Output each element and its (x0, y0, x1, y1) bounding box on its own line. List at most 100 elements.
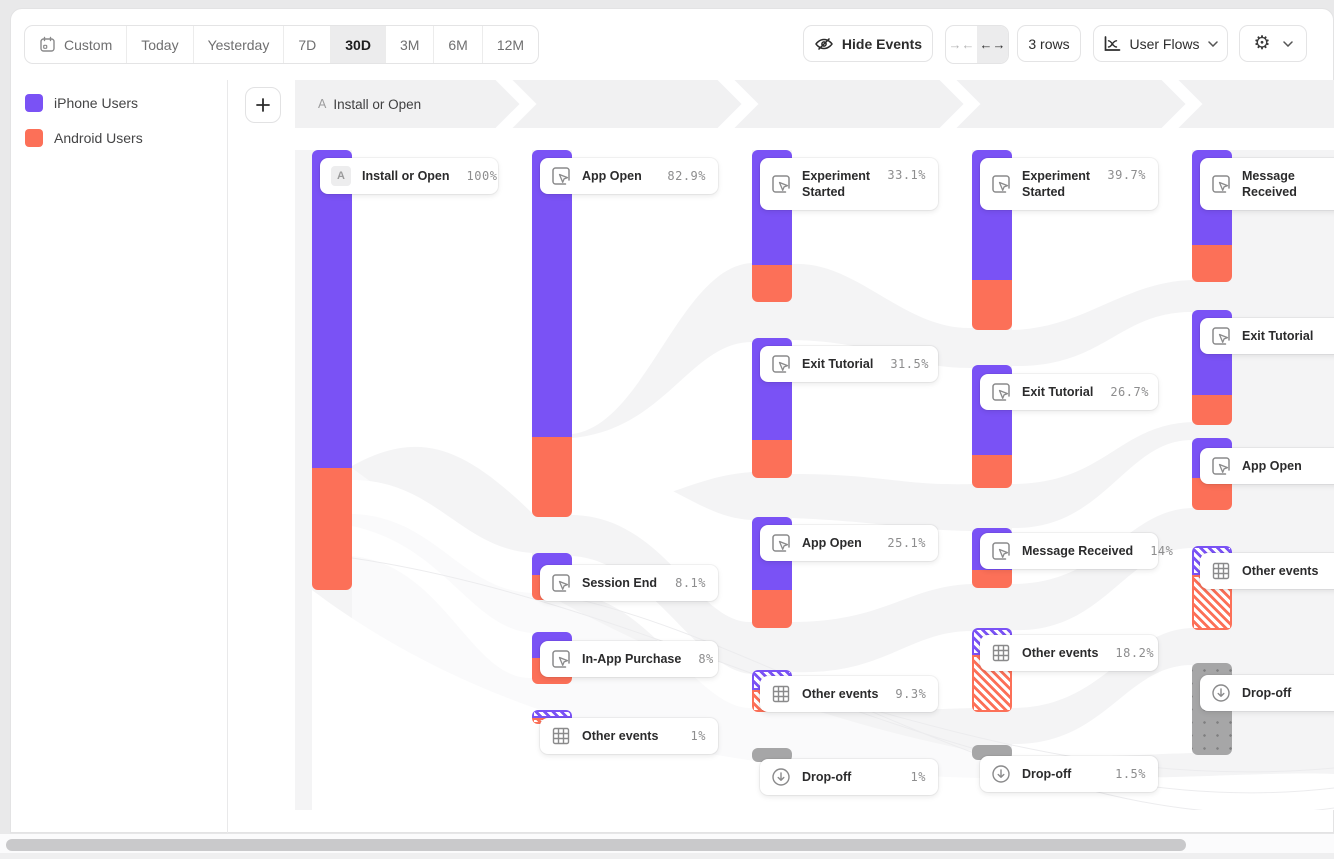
flow-node-percentage: 82.9% (667, 169, 706, 183)
flow-node-drop-off[interactable]: Drop-off 1% (760, 759, 938, 795)
flow-node-label: App Open (582, 168, 642, 183)
flow-node-label: Exit Tutorial (1022, 384, 1094, 399)
gear-icon: ⚙ (1253, 33, 1271, 54)
hide-events-label: Hide Events (841, 35, 923, 52)
flow-node-other-events[interactable]: Other events 18.2% (980, 635, 1158, 671)
flow-node-in-app-purchase[interactable]: In-App Purchase 8% (540, 641, 718, 677)
flow-node-percentage: 8.1% (675, 576, 706, 590)
flow-node-app-open[interactable]: App Open (1200, 448, 1334, 484)
flow-node-percentage: 18.2% (1115, 646, 1155, 660)
flow-node-percentage: 25.1% (887, 536, 926, 550)
flow-node-label: Other events (1242, 563, 1319, 578)
step-header-label[interactable]: A Install or Open (318, 80, 421, 128)
rows-button[interactable]: 3 rows (1017, 25, 1081, 62)
click-event-icon (1209, 454, 1233, 478)
rows-label: 3 rows (1028, 35, 1070, 52)
click-event-icon (989, 172, 1013, 196)
step-name: Install or Open (333, 96, 422, 112)
legend-item-android-users[interactable]: Android Users (25, 129, 143, 147)
date-range-label: Today (141, 36, 179, 53)
flow-node-drop-off[interactable]: Drop-off 1.5% (980, 756, 1158, 792)
legend-item-iphone-users[interactable]: iPhone Users (25, 94, 138, 112)
date-range-7d[interactable]: 7D (284, 26, 332, 63)
flow-node-drop-off[interactable]: Drop-off (1200, 675, 1334, 711)
bar-segment-android-users (532, 437, 572, 517)
bar-segment-android-users (1192, 395, 1232, 425)
date-range-label: 30D (345, 36, 371, 53)
other-events-icon (549, 724, 573, 748)
click-event-icon (1209, 324, 1233, 348)
flow-node-label: In-App Purchase (582, 651, 682, 666)
date-range-label: 12M (496, 36, 525, 53)
flow-node-label: App Open (802, 535, 862, 550)
collapse-columns-button[interactable]: →← (948, 37, 975, 52)
click-event-icon (1209, 172, 1233, 196)
scrollbar-thumb[interactable] (6, 839, 1186, 851)
flow-node-percentage: 100% (466, 169, 498, 183)
click-event-icon (549, 571, 573, 595)
flow-node-label: Install or Open (362, 168, 450, 183)
date-range-custom[interactable]: Custom (25, 26, 128, 63)
flow-node-message-received[interactable]: Message Received 14% (980, 533, 1173, 569)
flow-node-label: Experiment Started (802, 168, 871, 199)
flow-node-app-open[interactable]: App Open 82.9% (540, 158, 718, 194)
flow-node-exit-tutorial[interactable]: Exit Tutorial (1200, 318, 1334, 354)
flow-node-label: Exit Tutorial (802, 356, 874, 371)
bar-segment-android-users (752, 590, 792, 628)
click-event-icon (769, 352, 793, 376)
collapse-expand-toggle: →← ←→ (945, 25, 1009, 64)
horizontal-scrollbar (0, 834, 1334, 853)
add-step-button[interactable] (245, 87, 281, 123)
click-event-icon (549, 647, 573, 671)
flow-node-label: Drop-off (1242, 685, 1292, 700)
click-event-icon (769, 172, 793, 196)
date-range-selector: Custom Today Yesterday 7D 30D 3M 6M 12M (24, 25, 540, 64)
legend-label: Android Users (54, 130, 143, 146)
settings-dropdown[interactable]: ⚙ (1239, 25, 1307, 62)
expand-columns-button[interactable]: ←→ (977, 26, 1008, 63)
flow-node-exit-tutorial[interactable]: Exit Tutorial 31.5% (760, 346, 938, 382)
flow-node-experiment-started[interactable]: Experiment Started 33.1% (760, 158, 938, 210)
legend-swatch (25, 94, 43, 112)
flow-node-experiment-started[interactable]: Experiment Started 39.7% (980, 158, 1158, 210)
flow-node-install-or-open[interactable]: A Install or Open 100% (320, 158, 498, 194)
bar-segment-android-users (1192, 245, 1232, 282)
chevron-down-icon (1207, 40, 1218, 47)
bar-segment-android-users (752, 265, 792, 302)
flow-node-exit-tutorial[interactable]: Exit Tutorial 26.7% (980, 374, 1158, 410)
drop-off-icon (989, 762, 1013, 786)
drop-off-icon (1209, 681, 1233, 705)
flow-node-other-events[interactable]: Other events 1% (540, 718, 718, 754)
flow-node-other-events[interactable]: Other events (1200, 553, 1334, 589)
hide-events-button[interactable]: Hide Events (803, 25, 933, 62)
date-range-label: 6M (448, 36, 468, 53)
bar-segment-android-users (312, 468, 352, 590)
date-range-yesterday[interactable]: Yesterday (194, 26, 285, 63)
date-range-6m[interactable]: 6M (434, 26, 483, 63)
flow-node-label: Drop-off (802, 769, 852, 784)
view-type-label: User Flows (1129, 35, 1200, 52)
flow-bar-install-or-open (312, 150, 352, 590)
drop-off-icon (769, 765, 793, 789)
flow-node-message-received[interactable]: Message Received (1200, 158, 1334, 210)
bar-segment-android-users (972, 570, 1012, 588)
flow-node-percentage: 39.7% (1107, 168, 1146, 182)
legend-divider (227, 80, 228, 833)
flow-bar-app-open (532, 150, 572, 517)
flow-bar-exit-tutorial (972, 365, 1012, 488)
date-range-3m[interactable]: 3M (386, 26, 435, 63)
step-header-band: A Install or Open (295, 80, 1334, 128)
other-events-icon (769, 682, 793, 706)
flow-node-percentage: 1.5% (1115, 767, 1146, 781)
legend-label: iPhone Users (54, 95, 139, 111)
bar-segment-android-users (972, 455, 1012, 488)
flow-node-app-open[interactable]: App Open 25.1% (760, 525, 938, 561)
flow-node-session-end[interactable]: Session End 8.1% (540, 565, 718, 601)
plus-icon (256, 98, 270, 112)
view-type-dropdown[interactable]: User Flows (1093, 25, 1228, 62)
step-letter-badge: A (331, 166, 351, 186)
date-range-30d[interactable]: 30D (331, 26, 386, 63)
date-range-12m[interactable]: 12M (483, 26, 538, 63)
flow-node-other-events[interactable]: Other events 9.3% (760, 676, 938, 712)
date-range-today[interactable]: Today (127, 26, 194, 63)
